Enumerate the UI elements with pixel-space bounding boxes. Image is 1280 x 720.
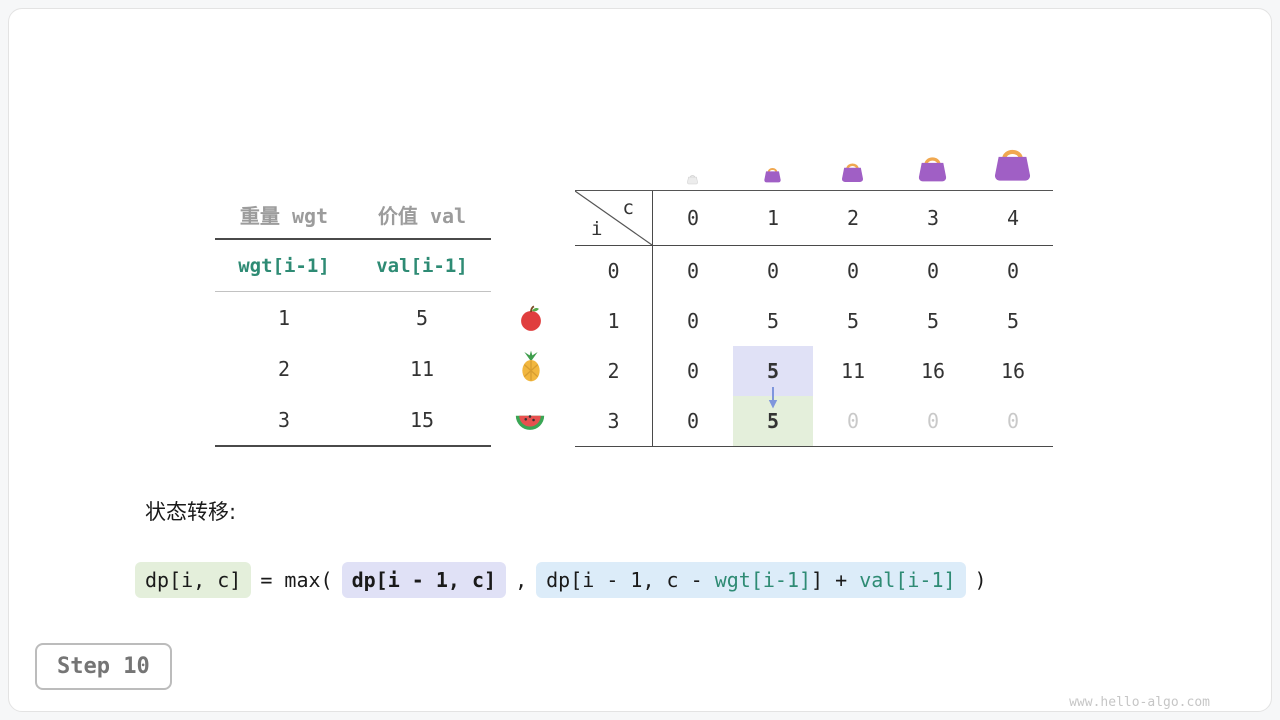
dp-col-header-2: 2 — [846, 206, 860, 230]
apple-icon — [521, 305, 541, 331]
dp-row-2: 2 0 5 11 16 16 — [575, 346, 1053, 396]
formula-arg2-pickup-term: dp[i - 1, c - wgt[i-1]] + val[i-1] — [536, 562, 966, 598]
corner-col-label: c — [622, 197, 634, 219]
formula-close-paren: ) — [974, 568, 987, 592]
corner-row-label: i — [591, 218, 603, 240]
item-1-value: 5 — [415, 305, 429, 330]
dp-cell-2-2: 11 — [840, 359, 866, 383]
dp-cell-0-3: 0 — [926, 259, 940, 283]
bag-icon-medium — [841, 163, 864, 182]
dp-cell-1-1: 5 — [766, 309, 780, 333]
formula-arg2-pre: dp[i - 1, c - — [546, 568, 715, 592]
dp-cell-3-4: 0 — [1006, 409, 1020, 433]
state-transition-label: 状态转移: — [145, 500, 237, 524]
dp-table: c i 0 1 2 3 4 0 0 0 0 0 0 1 0 5 5 5 5 2 — [575, 190, 1053, 447]
dp-cell-2-4: 16 — [1000, 359, 1026, 383]
dp-row-header-1: 1 — [575, 296, 653, 346]
formula-lhs-dp-i-c: dp[i, c] — [135, 562, 252, 598]
items-table-header: 重量 wgt 价值 val — [215, 190, 491, 240]
item-3-value: 15 — [409, 407, 435, 432]
val-formula-label: val[i-1] — [376, 254, 468, 277]
dp-cell-1-4: 5 — [1006, 309, 1020, 333]
wgt-formula-label: wgt[i-1] — [238, 254, 330, 277]
step-badge: Step 10 — [35, 643, 172, 690]
items-table-formula-row: wgt[i-1] val[i-1] — [215, 240, 491, 292]
dp-col-header-1: 1 — [766, 206, 780, 230]
formula-arg2-wgt: wgt[i-1] — [714, 568, 812, 592]
item-1-weight: 1 — [277, 305, 291, 330]
item-3-weight: 3 — [277, 407, 291, 432]
dp-row-header-3: 3 — [575, 396, 653, 446]
bag-icon-small — [764, 168, 781, 183]
dp-cell-1-3: 5 — [926, 309, 940, 333]
formula-arg2-val: val[i-1] — [859, 568, 956, 592]
bag-icon-xlarge — [994, 149, 1031, 181]
dp-row-3: 3 0 5 0 0 0 — [575, 396, 1053, 446]
dp-row-0: 0 0 0 0 0 0 — [575, 246, 1053, 296]
formula-comma: , — [515, 568, 528, 592]
items-table-header-value: 价值 val — [377, 203, 467, 228]
formula-operator: = max( — [260, 568, 333, 592]
item-2-value: 11 — [409, 356, 435, 381]
formula-arg2-mid: ] + — [811, 568, 860, 592]
items-table-row-3: 3 15 — [215, 394, 491, 445]
dp-cell-3-0: 0 — [686, 409, 700, 433]
dp-cell-0-2: 0 — [846, 259, 860, 283]
dp-row-header-0: 0 — [575, 246, 653, 296]
dp-cell-0-1: 0 — [766, 259, 780, 283]
dp-cell-1-2: 5 — [846, 309, 860, 333]
dp-col-header-4: 4 — [1006, 206, 1020, 230]
transition-arrow-icon — [768, 387, 778, 409]
dp-cell-1-0: 0 — [686, 309, 700, 333]
dp-cell-0-4: 0 — [1006, 259, 1020, 283]
dp-col-header-0: 0 — [686, 206, 700, 230]
dp-cell-2-0: 0 — [686, 359, 700, 383]
dp-cell-2-3: 16 — [920, 359, 946, 383]
watermelon-icon — [515, 415, 545, 430]
dp-cell-0-0: 0 — [686, 259, 700, 283]
dp-corner-cell: c i — [575, 191, 653, 245]
item-2-weight: 2 — [277, 356, 291, 381]
bag-icon-large — [918, 157, 947, 182]
items-table: 重量 wgt 价值 val wgt[i-1] val[i-1] 1 5 2 11… — [215, 190, 491, 447]
dp-row-1: 1 0 5 5 5 5 — [575, 296, 1053, 346]
dp-cell-3-3: 0 — [926, 409, 940, 433]
pineapple-icon — [522, 350, 540, 382]
dp-cell-3-2: 0 — [846, 409, 860, 433]
corner-diagonal-line — [575, 191, 652, 245]
items-table-row-1: 1 5 — [215, 292, 491, 343]
items-table-header-weight: 重量 wgt — [239, 203, 329, 228]
bag-icon-ghost — [687, 175, 698, 185]
dp-table-header: c i 0 1 2 3 4 — [575, 191, 1053, 246]
dp-row-header-2: 2 — [575, 346, 653, 396]
formula-arg1-dp-i-minus-1-c: dp[i - 1, c] — [341, 562, 507, 598]
site-watermark: www.hello-algo.com — [1069, 695, 1210, 710]
dp-col-header-3: 3 — [926, 206, 940, 230]
state-transition-formula: dp[i, c] = max( dp[i - 1, c] , dp[i - 1,… — [135, 562, 987, 598]
items-table-row-2: 2 11 — [215, 343, 491, 394]
